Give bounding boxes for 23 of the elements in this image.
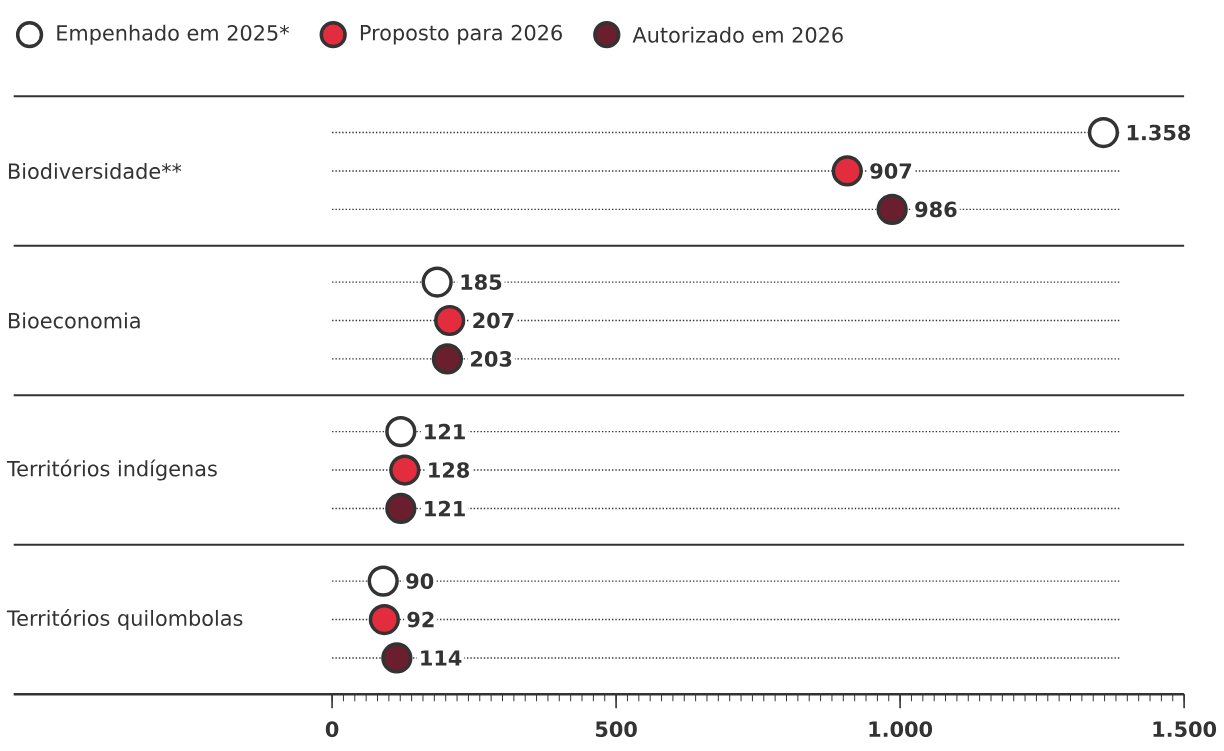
data-label: 121 [425,423,465,440]
y-tick-label: Territórios indígenas [6,459,217,481]
data-label: 907 [870,163,912,179]
data-label: 114 [421,650,462,666]
data-label: 92 [407,611,434,628]
data-label: 986 [915,201,957,218]
legend-label: Proposto para 2026 [360,24,562,45]
y-tick-label: Territórios quilombolas [6,609,243,631]
data-label: 128 [429,462,470,478]
data-label: 121 [425,500,465,517]
data-label: 207 [473,312,514,329]
x-tick-label: 500 [595,721,637,738]
data-label: 90 [406,573,434,590]
data-label: 1.358 [1127,124,1191,141]
y-tick-label: Bioeconomia [8,312,140,329]
legend-label: Empenhado em 2025* [57,24,290,45]
y-tick-label: Biodiversidade** [8,163,182,180]
legend-label: Autorizado em 2026 [632,26,843,43]
x-tick-label: 1.000 [869,721,933,738]
data-label: 203 [471,351,512,367]
data-label: 185 [461,274,502,291]
x-tick-label: 0 [325,721,339,738]
x-tick-label: 1.500 [1153,721,1217,738]
